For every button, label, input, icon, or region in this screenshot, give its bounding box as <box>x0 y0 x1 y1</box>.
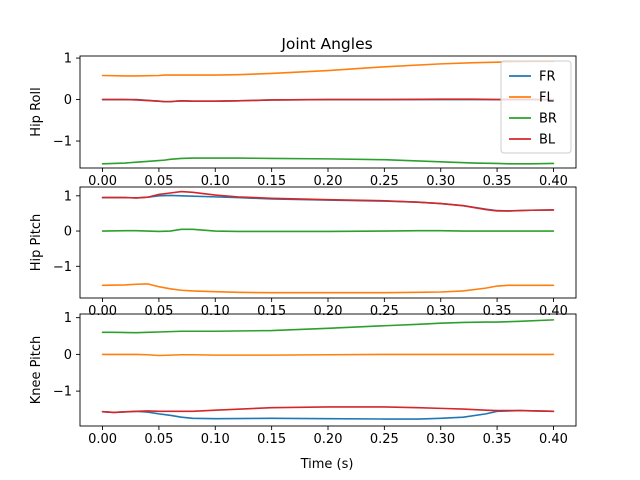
x-tick-label: 0.30 <box>426 174 455 189</box>
x-tick-label: 0.05 <box>144 432 173 447</box>
series-line-fl <box>101 60 555 77</box>
legend-label-fr: FR <box>539 70 556 85</box>
y-tick-label: −1 <box>53 135 72 150</box>
x-tick-label: 0.20 <box>314 304 343 319</box>
y-tick-label: −1 <box>53 385 72 400</box>
series-line-br <box>101 228 555 233</box>
y-tick-label: 1 <box>64 311 72 326</box>
x-tick-label: 0.00 <box>88 432 117 447</box>
x-tick-label: 0.25 <box>370 304 399 319</box>
series-line-bl <box>101 406 555 414</box>
x-tick-label: 0.25 <box>370 174 399 189</box>
x-tick-label: 0.00 <box>88 174 117 189</box>
x-tick-label: 0.20 <box>314 432 343 447</box>
series-line-fr <box>101 409 555 420</box>
x-tick-label: 0.40 <box>539 174 568 189</box>
plot-frame <box>79 313 577 427</box>
series-line-br <box>101 319 555 334</box>
series-line-br <box>101 157 555 165</box>
subplot-2: 0.00 0.05 0.10 0.15 0.20 0.25 0.30 0.35 0.40 1 0 −1… <box>29 186 577 319</box>
x-tick-label: 0.05 <box>144 174 173 189</box>
y-tick-label: 0 <box>64 93 72 108</box>
x-tick-label: 0.10 <box>201 174 230 189</box>
y-axis-label: Knee Pitch <box>29 336 44 405</box>
legend: FR FL BR BL <box>500 60 572 154</box>
series-line-bl <box>101 190 555 212</box>
series-line-fl <box>101 283 555 294</box>
subplot-1: 0.00 0.05 0.10 0.15 0.20 0.25 0.30 0.35 0.40 1 0 −1… <box>29 52 577 189</box>
x-tick-label: 0.40 <box>539 304 568 319</box>
x-tick-label: 0.25 <box>370 432 399 447</box>
legend-box <box>500 60 572 154</box>
y-tick-label: 0 <box>64 348 72 363</box>
x-tick-label: 0.30 <box>426 432 455 447</box>
x-tick-label: 0.35 <box>483 432 512 447</box>
x-tick-label: 0.30 <box>426 304 455 319</box>
y-tick-label: 1 <box>64 52 72 67</box>
x-tick-label: 0.10 <box>201 304 230 319</box>
y-tick-label: 1 <box>64 189 72 204</box>
x-axis-label: Time (s) <box>300 457 354 472</box>
x-tick-label: 0.20 <box>314 174 343 189</box>
y-axis-label: Hip Pitch <box>29 214 44 271</box>
y-axis-label: Hip Roll <box>29 87 44 136</box>
legend-label-fl: FL <box>539 91 554 106</box>
y-tick-label: 0 <box>64 225 72 240</box>
plot-frame <box>79 186 577 299</box>
series-line-bl <box>101 98 555 103</box>
x-tick-label: 0.10 <box>201 432 230 447</box>
series-line-fl <box>101 353 555 357</box>
y-tick-label: −1 <box>53 260 72 275</box>
x-tick-label: 0.40 <box>539 432 568 447</box>
subplots: 0.00 0.05 0.10 0.15 0.20 0.25 0.30 0.35 0.40 1 0 −1… <box>29 52 577 447</box>
x-tick-label: 0.35 <box>483 174 512 189</box>
x-tick-label: 0.15 <box>257 432 286 447</box>
legend-label-bl: BL <box>539 133 556 148</box>
legend-label-br: BR <box>539 112 557 127</box>
x-tick-label: 0.05 <box>144 304 173 319</box>
figure-title: Joint Angles <box>280 35 372 53</box>
x-tick-label: 0.15 <box>257 304 286 319</box>
x-tick-label: 0.00 <box>88 304 117 319</box>
series-line-fr <box>101 194 555 212</box>
subplot-3: 0.00 0.05 0.10 0.15 0.20 0.25 0.30 0.35 0.40 1 0 −1… <box>29 311 577 447</box>
x-tick-label: 0.35 <box>483 304 512 319</box>
x-tick-label: 0.15 <box>257 174 286 189</box>
